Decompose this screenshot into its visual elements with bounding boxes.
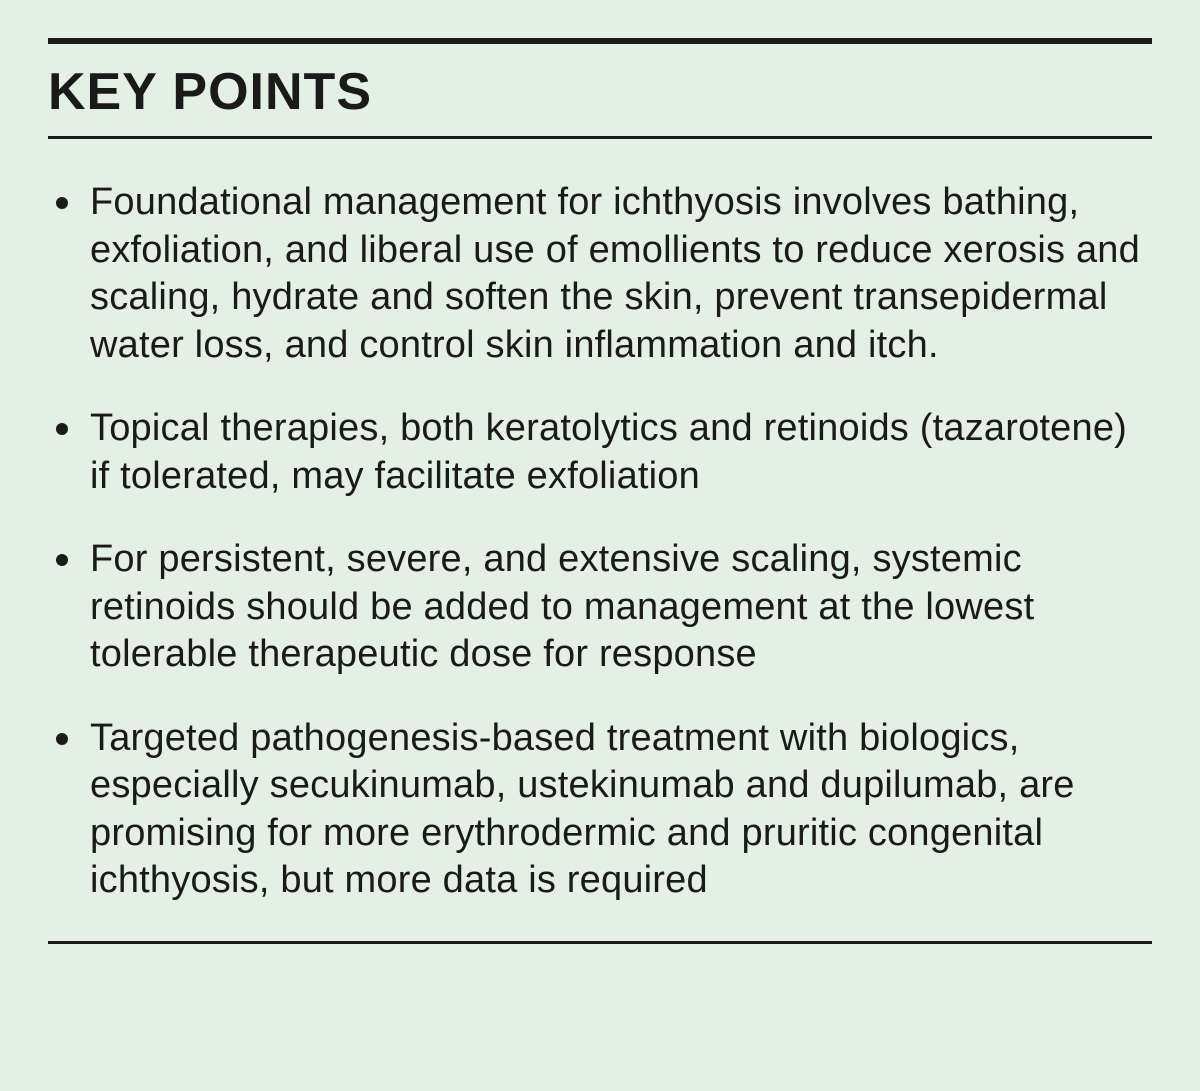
- list-item: Topical therapies, both keratolytics and…: [56, 405, 1152, 500]
- top-rule: [48, 38, 1152, 44]
- list-item: Targeted pathogenesis-based treatment wi…: [56, 715, 1152, 905]
- bullet-icon: [56, 423, 68, 435]
- point-text: Targeted pathogenesis-based treatment wi…: [90, 715, 1152, 905]
- list-item: For persistent, severe, and extensive sc…: [56, 536, 1152, 679]
- list-item: Foundational management for ichthyosis i…: [56, 179, 1152, 369]
- key-points-heading: KEY POINTS: [48, 62, 1152, 139]
- bullet-icon: [56, 733, 68, 745]
- bottom-rule: [48, 941, 1152, 944]
- key-points-list: Foundational management for ichthyosis i…: [48, 179, 1152, 905]
- bullet-icon: [56, 554, 68, 566]
- bullet-icon: [56, 197, 68, 209]
- point-text: Foundational management for ichthyosis i…: [90, 179, 1152, 369]
- point-text: Topical therapies, both keratolytics and…: [90, 405, 1152, 500]
- point-text: For persistent, severe, and extensive sc…: [90, 536, 1152, 679]
